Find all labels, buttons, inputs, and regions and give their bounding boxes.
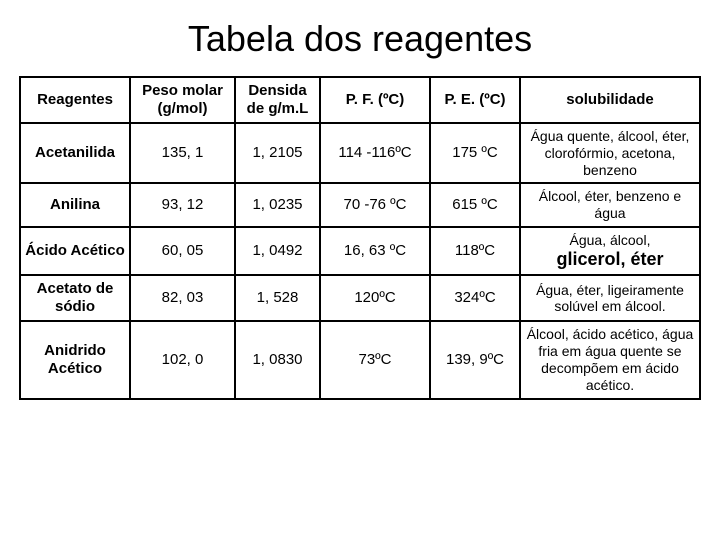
sol-big: glicerol, éter: [556, 249, 663, 269]
cell-sol: Álcool, éter, benzeno e água: [520, 183, 700, 227]
table-row: Ácido Acético 60, 05 1, 0492 16, 63 ºC 1…: [20, 227, 700, 275]
cell-mw: 60, 05: [130, 227, 235, 275]
table-header-row: Reagentes Peso molar (g/mol) Densida de …: [20, 77, 700, 123]
cell-dens: 1, 0235: [235, 183, 320, 227]
table-row: Acetato de sódio 82, 03 1, 528 120ºC 324…: [20, 275, 700, 321]
slide: Tabela dos reagentes Reagentes Peso mola…: [0, 0, 720, 540]
col-header-reagent: Reagentes: [20, 77, 130, 123]
cell-pe: 175 ºC: [430, 123, 520, 183]
cell-pf: 70 -76 ºC: [320, 183, 430, 227]
reagents-table: Reagentes Peso molar (g/mol) Densida de …: [19, 76, 701, 400]
cell-mw: 135, 1: [130, 123, 235, 183]
col-header-mw: Peso molar (g/mol): [130, 77, 235, 123]
cell-mw: 102, 0: [130, 321, 235, 398]
table-row: Acetanilida 135, 1 1, 2105 114 -116ºC 17…: [20, 123, 700, 183]
cell-reagent: Anilina: [20, 183, 130, 227]
sol-prefix: Água, álcool,: [570, 232, 651, 248]
cell-sol: Água, álcool, glicerol, éter: [520, 227, 700, 275]
cell-dens: 1, 528: [235, 275, 320, 321]
col-header-dens: Densida de g/m.L: [235, 77, 320, 123]
cell-reagent: Ácido Acético: [20, 227, 130, 275]
cell-pf: 73ºC: [320, 321, 430, 398]
col-header-pf: P. F. (ºC): [320, 77, 430, 123]
col-header-pe: P. E. (ºC): [430, 77, 520, 123]
cell-dens: 1, 2105: [235, 123, 320, 183]
table-row: Anilina 93, 12 1, 0235 70 -76 ºC 615 ºC …: [20, 183, 700, 227]
cell-pf: 114 -116ºC: [320, 123, 430, 183]
col-header-sol: solubilidade: [520, 77, 700, 123]
table-row: Anidrido Acético 102, 0 1, 0830 73ºC 139…: [20, 321, 700, 398]
cell-dens: 1, 0492: [235, 227, 320, 275]
cell-reagent: Acetato de sódio: [20, 275, 130, 321]
cell-reagent: Anidrido Acético: [20, 321, 130, 398]
cell-sol: Água quente, álcool, éter, clorofórmio, …: [520, 123, 700, 183]
cell-reagent: Acetanilida: [20, 123, 130, 183]
cell-dens: 1, 0830: [235, 321, 320, 398]
cell-pf: 120ºC: [320, 275, 430, 321]
cell-pe: 615 ºC: [430, 183, 520, 227]
cell-pe: 139, 9ºC: [430, 321, 520, 398]
cell-mw: 82, 03: [130, 275, 235, 321]
cell-pe: 118ºC: [430, 227, 520, 275]
slide-title: Tabela dos reagentes: [188, 18, 532, 60]
cell-mw: 93, 12: [130, 183, 235, 227]
cell-sol: Água, éter, ligeiramente solúvel em álco…: [520, 275, 700, 321]
cell-pf: 16, 63 ºC: [320, 227, 430, 275]
cell-pe: 324ºC: [430, 275, 520, 321]
cell-sol: Álcool, ácido acético, água fria em água…: [520, 321, 700, 398]
